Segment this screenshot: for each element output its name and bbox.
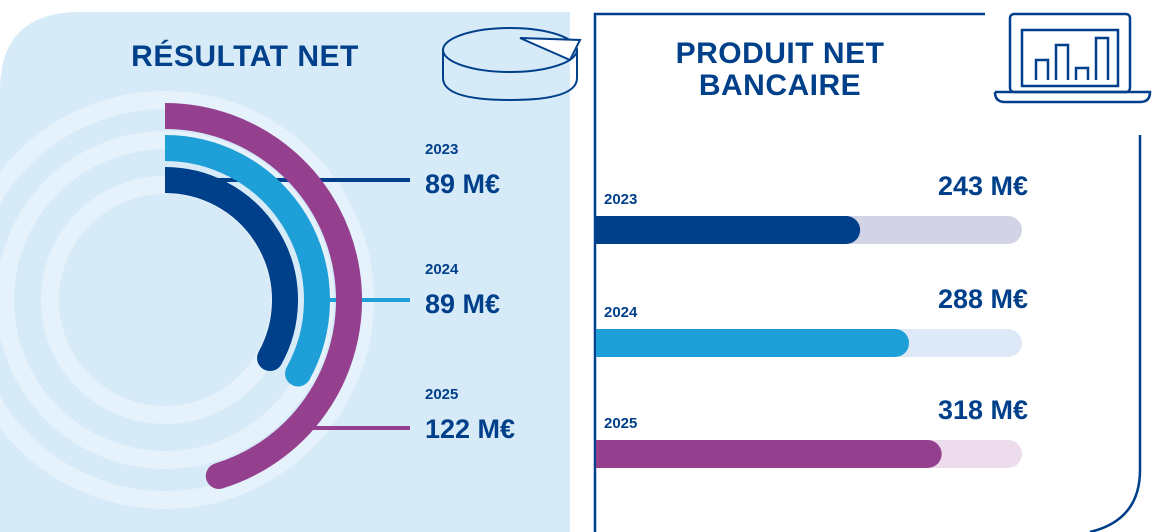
bar (596, 216, 861, 244)
value-label: 122 M€ (425, 414, 515, 444)
value-label: 89 M€ (425, 289, 500, 319)
chart-title: PRODUIT NET BANCAIRE (675, 37, 885, 102)
radial-bar (164, 135, 330, 380)
category-label: 2025 (425, 386, 458, 403)
radial-bar (164, 103, 362, 489)
value-label: 243 M€ (938, 171, 1028, 201)
radial-bar (164, 167, 298, 365)
bar-left-edge (596, 329, 624, 357)
bar-cap (285, 360, 312, 387)
value-label: 89 M€ (425, 169, 500, 199)
category-label: 2024 (425, 261, 459, 278)
bar (596, 329, 910, 357)
bar-left-edge (596, 440, 624, 468)
bar-cap (257, 345, 284, 372)
bar (596, 440, 942, 468)
right-panel-border (593, 12, 1142, 532)
pie-icon (442, 27, 582, 102)
bar-cap (205, 462, 232, 489)
category-label: 2023 (604, 191, 637, 208)
category-label: 2023 (425, 141, 458, 158)
chart-title: RÉSULTAT NET (131, 39, 359, 73)
value-label: 288 M€ (938, 284, 1028, 314)
laptop-icon (993, 12, 1152, 104)
bar-left-edge (596, 216, 624, 244)
category-label: 2024 (604, 304, 638, 321)
category-label: 2025 (604, 415, 637, 432)
value-label: 318 M€ (938, 395, 1028, 425)
